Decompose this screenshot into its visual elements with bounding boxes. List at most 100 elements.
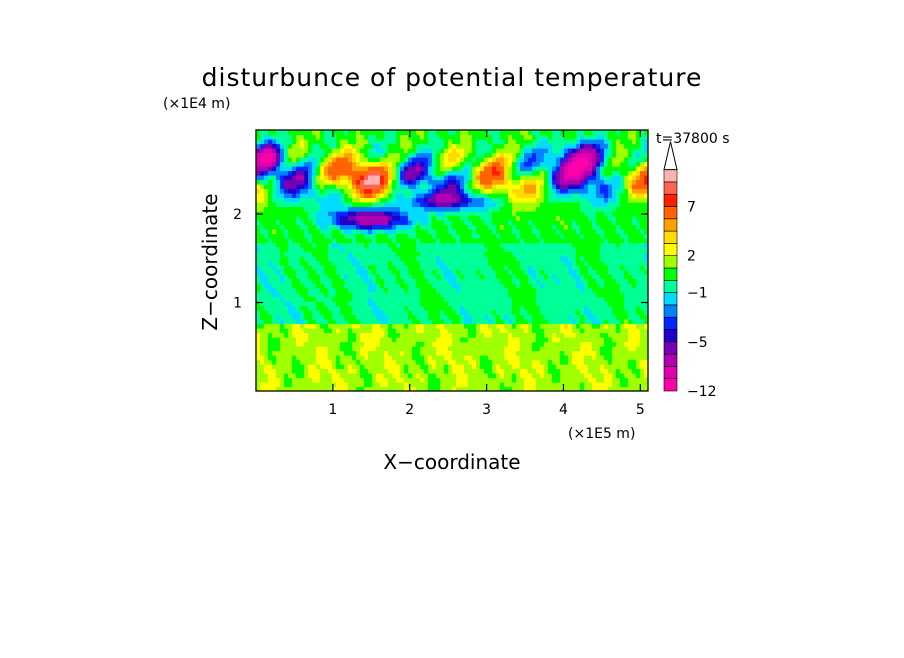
contour-cell <box>320 350 325 356</box>
contour-cell <box>316 184 321 190</box>
contour-cell <box>408 265 413 271</box>
contour-cell <box>412 229 417 235</box>
contour-cell <box>300 301 305 307</box>
contour-cell <box>348 386 353 391</box>
contour-cell <box>524 382 529 388</box>
contour-cell <box>564 202 569 208</box>
contour-cell <box>560 292 565 298</box>
contour-cell <box>300 193 305 199</box>
contour-cell <box>552 184 557 190</box>
contour-cell <box>404 157 409 163</box>
contour-cell <box>420 265 425 271</box>
contour-cell <box>588 224 593 230</box>
contour-cell <box>456 206 461 212</box>
contour-cell <box>460 229 465 235</box>
contour-cell <box>372 233 377 239</box>
contour-cell <box>268 175 273 181</box>
contour-cell <box>552 355 557 361</box>
contour-cell <box>452 134 457 140</box>
contour-cell <box>540 305 545 311</box>
contour-cell <box>544 314 549 320</box>
contour-cell <box>432 350 437 356</box>
contour-cell <box>412 359 417 365</box>
contour-cell <box>340 152 345 158</box>
contour-cell <box>328 256 333 262</box>
contour-cell <box>592 269 597 275</box>
contour-cell <box>256 292 261 298</box>
contour-cell <box>444 278 449 284</box>
contour-cell <box>532 346 537 352</box>
contour-cell <box>544 319 549 325</box>
contour-cell <box>396 269 401 275</box>
contour-cell <box>488 175 493 181</box>
contour-cell <box>416 157 421 163</box>
contour-cell <box>504 211 509 217</box>
contour-cell <box>296 170 301 176</box>
contour-cell <box>564 323 569 329</box>
contour-cell <box>416 220 421 226</box>
contour-cell <box>380 188 385 194</box>
contour-cell <box>500 238 505 244</box>
contour-cell <box>256 346 261 352</box>
contour-cell <box>428 319 433 325</box>
contour-cell <box>380 323 385 329</box>
contour-cell <box>500 152 505 158</box>
contour-cell <box>536 350 541 356</box>
contour-cell <box>304 206 309 212</box>
contour-cell <box>580 368 585 374</box>
contour-cell <box>432 292 437 298</box>
contour-cell <box>352 373 357 379</box>
contour-cell <box>336 215 341 221</box>
contour-cell <box>568 328 573 334</box>
contour-cell <box>312 229 317 235</box>
contour-cell <box>376 184 381 190</box>
contour-cell <box>272 368 277 374</box>
contour-cell <box>564 247 569 253</box>
contour-cell <box>424 206 429 212</box>
contour-cell <box>520 265 525 271</box>
contour-cell <box>480 134 485 140</box>
contour-cell <box>580 148 585 154</box>
contour-cell <box>496 170 501 176</box>
contour-cell <box>472 346 477 352</box>
contour-cell <box>572 229 577 235</box>
contour-cell <box>376 319 381 325</box>
contour-cell <box>484 269 489 275</box>
contour-cell <box>500 157 505 163</box>
contour-cell <box>376 278 381 284</box>
contour-cell <box>364 346 369 352</box>
contour-cell <box>352 242 357 248</box>
contour-cell <box>332 224 337 230</box>
contour-cell <box>268 242 273 248</box>
contour-cell <box>572 350 577 356</box>
contour-cell <box>332 179 337 185</box>
contour-cell <box>256 319 261 325</box>
contour-cell <box>292 301 297 307</box>
contour-cell <box>564 341 569 347</box>
contour-cell <box>452 170 457 176</box>
contour-cell <box>596 166 601 172</box>
contour-cell <box>272 296 277 302</box>
contour-cell <box>548 323 553 329</box>
contour-cell <box>452 179 457 185</box>
contour-cell <box>448 368 453 374</box>
contour-cell <box>316 287 321 293</box>
contour-cell <box>392 328 397 334</box>
contour-cell <box>372 377 377 383</box>
contour-cell <box>284 382 289 388</box>
contour-cell <box>428 157 433 163</box>
contour-cell <box>276 386 281 391</box>
contour-cell <box>464 323 469 329</box>
contour-cell <box>316 238 321 244</box>
contour-cell <box>260 202 265 208</box>
contour-cell <box>528 188 533 194</box>
contour-cell <box>416 292 421 298</box>
contour-cell <box>356 220 361 226</box>
contour-cell <box>304 278 309 284</box>
contour-cell <box>424 139 429 145</box>
contour-cell <box>292 355 297 361</box>
contour-cell <box>520 373 525 379</box>
contour-cell <box>264 377 269 383</box>
contour-cell <box>324 206 329 212</box>
contour-cell <box>304 382 309 388</box>
